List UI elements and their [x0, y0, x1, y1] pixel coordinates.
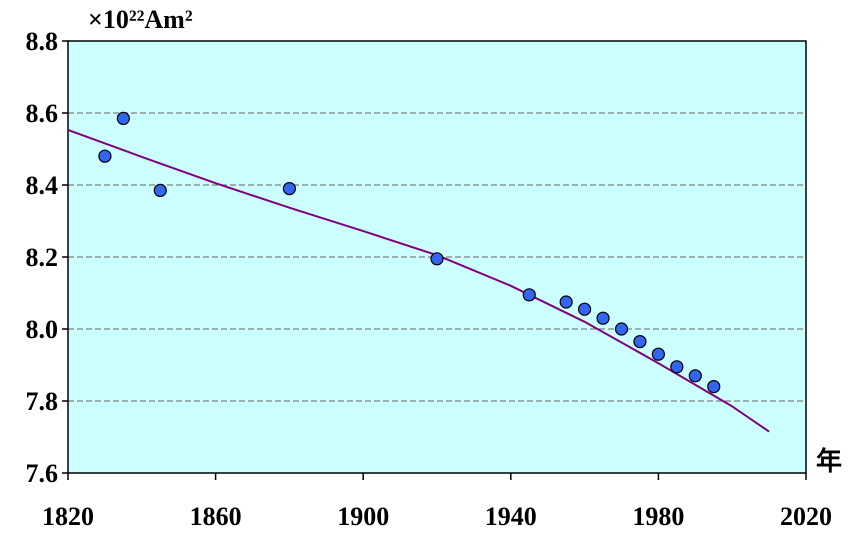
data-point-5: [522, 288, 536, 302]
x-tick-label-5: 2020: [780, 502, 832, 531]
x-tick-label-3: 1940: [485, 502, 537, 531]
y-tick-label-3: 8.2: [26, 243, 59, 272]
x-axis-ticks: 1820 1860 1900 1940 1980 2020: [42, 473, 832, 531]
data-point-10: [633, 335, 647, 349]
data-point-3: [282, 182, 296, 196]
x-tick-label-1: 1860: [190, 502, 242, 531]
y-axis-unit: ×10²²Am²: [88, 5, 193, 34]
x-tick-label-2: 1900: [337, 502, 389, 531]
y-axis-ticks: 8.8 8.6 8.4 8.2 8.0 7.8 7.6: [26, 27, 68, 488]
data-point-14: [707, 380, 721, 394]
x-axis-unit: 年: [816, 446, 842, 477]
data-point-11: [651, 347, 666, 361]
x-tick-label-4: 1980: [632, 502, 684, 531]
data-point-13: [688, 369, 702, 383]
scatter-points: [98, 111, 721, 394]
data-point-9: [614, 322, 629, 336]
data-point-2: [153, 183, 167, 197]
y-tick-label-0: 8.8: [26, 27, 59, 56]
data-point-12: [670, 360, 684, 374]
data-point-8: [596, 311, 610, 325]
x-tick-label-0: 1820: [42, 502, 94, 531]
data-point-4: [430, 252, 444, 266]
data-point-0: [98, 149, 112, 163]
y-tick-label-1: 8.6: [26, 99, 59, 128]
y-tick-label-2: 8.4: [26, 171, 59, 200]
y-tick-label-4: 8.0: [26, 315, 59, 344]
data-point-1: [116, 111, 130, 126]
data-point-7: [577, 302, 592, 316]
y-tick-label-5: 7.8: [26, 387, 59, 416]
y-tick-label-6: 7.6: [26, 459, 59, 488]
data-point-6: [559, 295, 573, 309]
